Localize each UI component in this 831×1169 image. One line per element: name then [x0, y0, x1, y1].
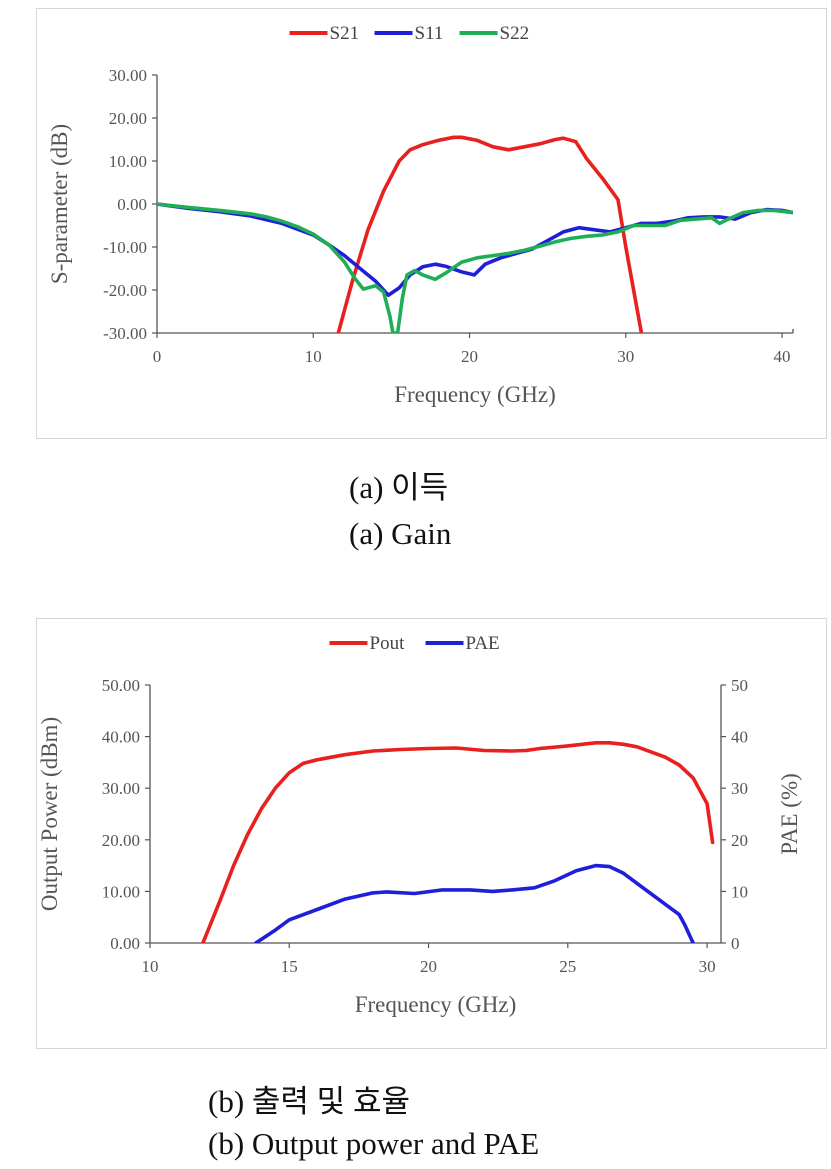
y-axis-right-label: PAE (%) — [777, 773, 802, 855]
y-tick-label: 20.00 — [102, 831, 140, 850]
x-axis-label: Frequency (GHz) — [355, 992, 517, 1017]
plot-area — [157, 135, 793, 333]
legend: Pout PAE — [329, 633, 500, 654]
caption-b-korean: (b) 출력 및 효율 — [208, 1084, 410, 1119]
x-tick-label: 40 — [774, 347, 791, 366]
series-line-pout — [201, 741, 715, 943]
plot-area — [201, 741, 715, 943]
y-tick-label: 0.00 — [117, 195, 147, 214]
y-right-tick-label: 30 — [731, 779, 748, 798]
y-right-tick-label: 40 — [731, 728, 748, 747]
series-line-pae — [254, 863, 695, 943]
y-tick-label: 50.00 — [102, 676, 140, 695]
y-axis-label: Output Power (dBm) — [37, 717, 62, 911]
y-tick-label: -20.00 — [103, 281, 147, 300]
legend-label-s22: S22 — [500, 23, 530, 44]
y-tick-label: 20.00 — [109, 109, 147, 128]
x-tick-label: 25 — [559, 957, 576, 976]
gain-chart: 30.00 20.00 10.00 0.00 -10.00 -20.00 -30.00 0 10… — [47, 23, 794, 407]
y-tick-label: 40.00 — [102, 728, 140, 747]
y-tick-label: 10.00 — [102, 882, 140, 901]
y-tick-label: -30.00 — [103, 324, 147, 343]
x-tick-label: 20 — [461, 347, 478, 366]
y-right-tick-label: 10 — [731, 882, 748, 901]
x-tick-label: 20 — [420, 957, 437, 976]
y-tick-label: 0.00 — [110, 934, 140, 953]
x-axis-label: Frequency (GHz) — [394, 382, 556, 407]
y-tick-label: 30.00 — [109, 66, 147, 85]
legend-label-pout: Pout — [370, 633, 406, 654]
x-tick-label: 30 — [617, 347, 634, 366]
y-right-tick-label: 0 — [731, 934, 740, 953]
y-right-tick-label: 50 — [731, 676, 748, 695]
y-right-tick-label: 20 — [731, 831, 748, 850]
x-tick-label: 0 — [153, 347, 162, 366]
x-tick-label: 10 — [142, 957, 159, 976]
y-tick-label: 10.00 — [109, 152, 147, 171]
legend-label-s11: S11 — [415, 23, 444, 44]
series-line-s21 — [336, 135, 644, 333]
series-line-s22 — [157, 202, 793, 333]
caption-a-korean: (a) 이득 — [349, 470, 449, 505]
output-power-chart-panel: 50.00 40.00 30.00 20.00 10.00 0.00 50 40 30 20 10 0… — [36, 618, 827, 1049]
caption-b-english: (b) Output power and PAE — [208, 1126, 540, 1161]
gain-chart-panel: 30.00 20.00 10.00 0.00 -10.00 -20.00 -30.00 0 10… — [36, 8, 827, 439]
y-tick-label: 30.00 — [102, 779, 140, 798]
legend-label-s21: S21 — [330, 23, 360, 44]
x-tick-label: 15 — [281, 957, 298, 976]
x-tick-label: 10 — [305, 347, 322, 366]
caption-a-english: (a) Gain — [349, 516, 452, 551]
x-tick-label: 30 — [699, 957, 716, 976]
legend: S21 S11 S22 — [289, 23, 530, 44]
legend-label-pae: PAE — [466, 633, 500, 654]
y-axis-label: S-parameter (dB) — [47, 124, 72, 284]
output-power-chart: 50.00 40.00 30.00 20.00 10.00 0.00 50 40 30 20 10 0… — [37, 633, 802, 1017]
y-tick-label: -10.00 — [103, 238, 147, 257]
